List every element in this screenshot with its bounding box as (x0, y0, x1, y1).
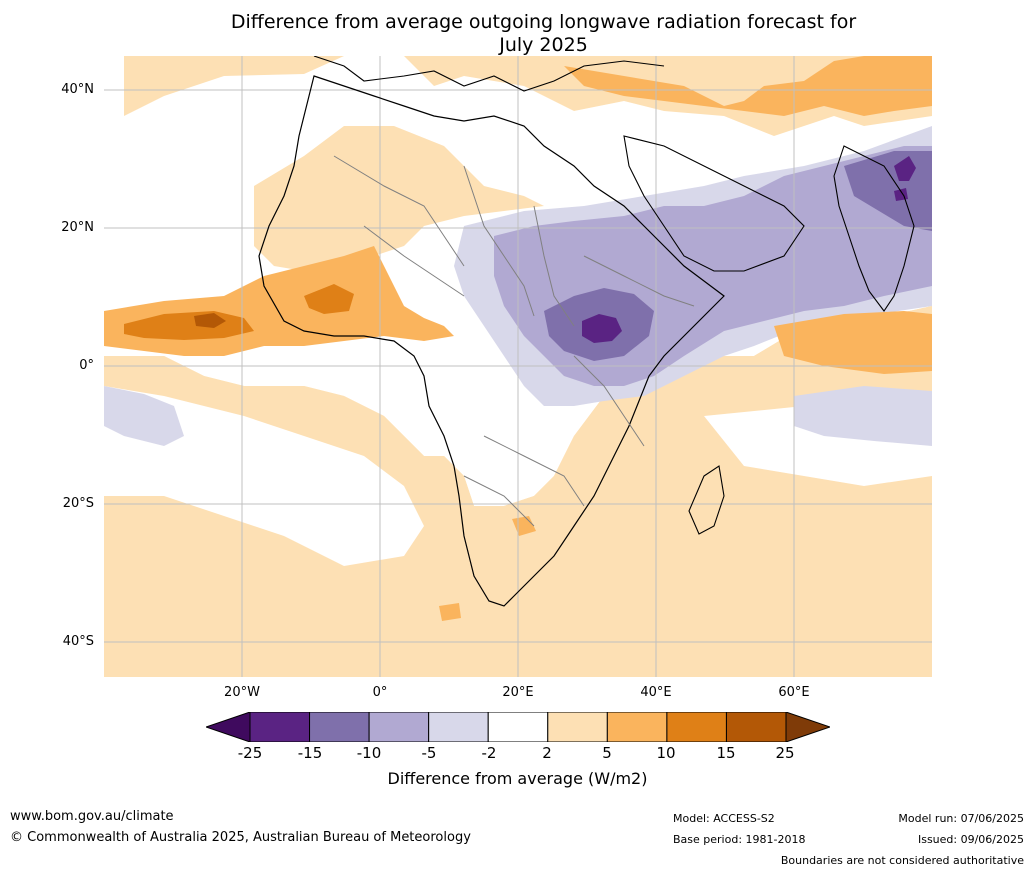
anomaly-fill-light-purple-indian (794, 386, 932, 446)
map-svg (104, 56, 932, 677)
colorbar-tick: -5 (421, 744, 437, 762)
colorbar-segment (309, 712, 370, 742)
colorbar-segment (606, 712, 668, 742)
footer-model: Model: ACCESS-S2 (673, 812, 775, 825)
map-gridlines (104, 56, 932, 677)
india-coastline (833, 145, 915, 312)
lon-label-60e: 60°E (778, 685, 810, 700)
lat-label-20s: 20°S (62, 496, 94, 511)
colorbar-segment (368, 712, 430, 742)
anomaly-fill-sahara (254, 126, 544, 271)
footer-base-period: Base period: 1981-2018 (673, 833, 806, 846)
colorbar-segment (547, 712, 608, 742)
colorbar-segments (249, 712, 787, 742)
arabia-coastline (623, 135, 805, 272)
africa-coastline (258, 75, 725, 607)
colorbar-tick: -25 (237, 744, 263, 762)
anomaly-fill-orange-south (439, 603, 461, 621)
madagascar-coastline (688, 465, 725, 535)
country-borders (333, 155, 695, 527)
lon-label-20e: 20°E (502, 685, 534, 700)
colorbar-extend-low (206, 712, 251, 742)
lat-label-equator: 0° (79, 358, 94, 373)
olr-anomaly-map (104, 56, 932, 677)
colorbar-tick: -10 (356, 744, 382, 762)
colorbar-segment (487, 712, 549, 742)
colorbar-tick: 15 (716, 744, 736, 762)
colorbar-segment (666, 712, 727, 742)
chart-title-line1: Difference from average outgoing longwav… (230, 11, 857, 33)
footer-model-run: Model run: 07/06/2025 (898, 812, 1024, 825)
anomaly-fill-strongest-purple-india (894, 156, 916, 181)
chart-title-line2: July 2025 (499, 34, 588, 56)
anomaly-fill-neutral-south (104, 386, 424, 566)
anomaly-fill-subtropical-band (104, 306, 932, 677)
colorbar-extend-high (785, 712, 830, 742)
footer-website-link[interactable]: www.bom.gov.au/climate (10, 809, 174, 824)
lon-label-0: 0° (372, 685, 388, 700)
footer-copyright: © Commonwealth of Australia 2025, Austra… (10, 830, 471, 845)
footer-disclaimer: Boundaries are not considered authoritat… (780, 854, 1024, 867)
anomaly-fill-light-purple-west (104, 386, 184, 446)
colorbar-segment (428, 712, 489, 742)
colorbar-label: Difference from average (W/m2) (387, 769, 648, 788)
colorbar-tick: 5 (602, 744, 612, 762)
colorbar (206, 712, 830, 742)
anomaly-fill-dark-orange-2 (304, 284, 354, 314)
anomaly-fill-orange-europe (564, 56, 932, 116)
anomaly-fill-strongest-purple (582, 314, 622, 343)
lon-label-20w: 20°W (224, 685, 260, 700)
colorbar-tick: -2 (481, 744, 497, 762)
europe-coastline (313, 56, 665, 92)
colorbar-tick: 2 (542, 744, 552, 762)
colorbar-segment (725, 712, 787, 742)
lat-label-20n: 20°N (61, 220, 94, 235)
colorbar-tick: 10 (656, 744, 676, 762)
footer-issued: Issued: 09/06/2025 (917, 833, 1024, 846)
anomaly-fill-orange-indian (774, 311, 932, 374)
lat-label-40s: 40°S (62, 634, 94, 649)
lon-label-40e: 40°E (640, 685, 672, 700)
colorbar-tick: -15 (297, 744, 323, 762)
colorbar-segment (249, 712, 311, 742)
lat-label-40n: 40°N (61, 82, 94, 97)
colorbar-tick: 25 (775, 744, 795, 762)
anomaly-fill-darkest-orange (194, 313, 226, 328)
